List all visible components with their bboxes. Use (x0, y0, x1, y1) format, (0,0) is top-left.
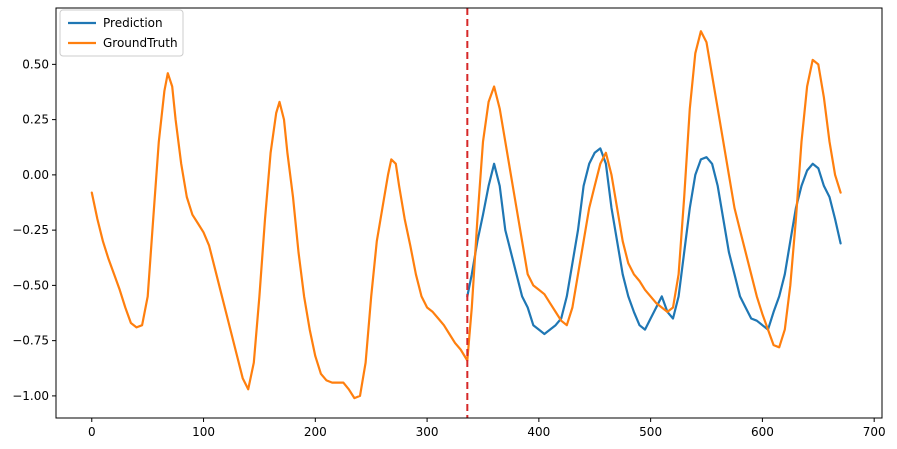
y-tick-label: 0.50 (22, 57, 49, 71)
legend-label-prediction: Prediction (103, 16, 163, 30)
legend: Prediction GroundTruth (59, 9, 184, 57)
y-tick-label: −0.75 (12, 334, 49, 348)
y-tick-label: −0.25 (12, 223, 49, 237)
y-tick-label: 0.00 (22, 168, 49, 182)
x-tick-label: 500 (639, 425, 662, 439)
y-tick-label: 0.25 (22, 113, 49, 127)
x-tick-label: 600 (751, 425, 774, 439)
x-tick-label: 0 (88, 425, 96, 439)
series-group (90, 8, 842, 418)
plot-area (90, 8, 842, 418)
y-tick-label: −0.50 (12, 278, 49, 292)
legend-label-groundtruth: GroundTruth (103, 36, 178, 50)
axes: 0 100 200 300 400 500 600 700 −1.00 −0.75 −0.50 −0.… (12, 7, 886, 439)
x-tick-label: 300 (416, 425, 439, 439)
y-tick-label: −1.00 (12, 389, 49, 403)
x-tick-label: 100 (192, 425, 215, 439)
plot-frame (55, 7, 883, 419)
x-tick-label: 700 (863, 425, 886, 439)
series-line-groundtruth (90, 30, 842, 400)
series-line-prediction (466, 147, 842, 336)
x-tick-label: 200 (304, 425, 327, 439)
x-tick-label: 400 (527, 425, 550, 439)
legend-box (59, 9, 184, 57)
